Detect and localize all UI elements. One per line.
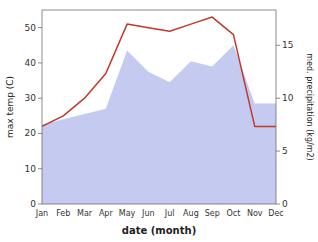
- y2-tick: [276, 204, 280, 205]
- y-tick-label: 50: [25, 23, 37, 33]
- x-axis-label: date (month): [122, 225, 196, 236]
- y-axis-label: max temp (C): [5, 76, 15, 138]
- y-tick: [38, 204, 42, 205]
- plot-area: [42, 17, 276, 204]
- x-tick-label: Nov: [247, 209, 263, 218]
- y2-tick: [276, 98, 280, 99]
- x-tick-label: Jul: [164, 209, 175, 218]
- y-tick: [38, 133, 42, 134]
- y-tick-label: 30: [25, 93, 37, 103]
- x-tick-label: Sep: [205, 209, 220, 218]
- y2-tick: [276, 151, 280, 152]
- chart-container: 0 10 20 30 40 50 0 5 10 15 Jan Feb Mar Apr May Jun Jul Au…: [0, 0, 318, 242]
- y2-tick-label: 5: [282, 146, 288, 156]
- y-tick-label: 10: [25, 164, 37, 174]
- temp-line: [42, 17, 276, 126]
- y2-tick-label: 15: [282, 40, 293, 50]
- y-tick-label: 0: [30, 199, 36, 209]
- x-tick-label: Apr: [99, 209, 114, 218]
- y2-tick: [276, 45, 280, 46]
- plot-frame: [42, 10, 276, 204]
- y-tick: [38, 27, 42, 28]
- x-tick-label: May: [119, 209, 136, 218]
- y2-tick-label: 10: [282, 93, 294, 103]
- x-tick-label: Feb: [56, 209, 70, 218]
- y-tick: [38, 98, 42, 99]
- y-tick: [38, 168, 42, 169]
- y-tick: [38, 62, 42, 63]
- x-tick-label: Aug: [183, 209, 199, 218]
- x-tick-label: Jun: [141, 209, 155, 218]
- y2-tick-label: 0: [282, 199, 288, 209]
- y-tick-label: 20: [25, 128, 37, 138]
- x-tick-label: Jan: [35, 209, 48, 218]
- x-tick-label: Mar: [77, 209, 93, 218]
- x-tick-label: Oct: [227, 209, 241, 218]
- y2-axis-label: med. precipitation (kg/m2): [305, 53, 314, 160]
- y-tick-label: 40: [25, 58, 37, 68]
- x-tick-label: Dec: [268, 209, 283, 218]
- chart: 0 10 20 30 40 50 0 5 10 15 Jan Feb Mar Apr May Jun Jul Au…: [0, 0, 318, 242]
